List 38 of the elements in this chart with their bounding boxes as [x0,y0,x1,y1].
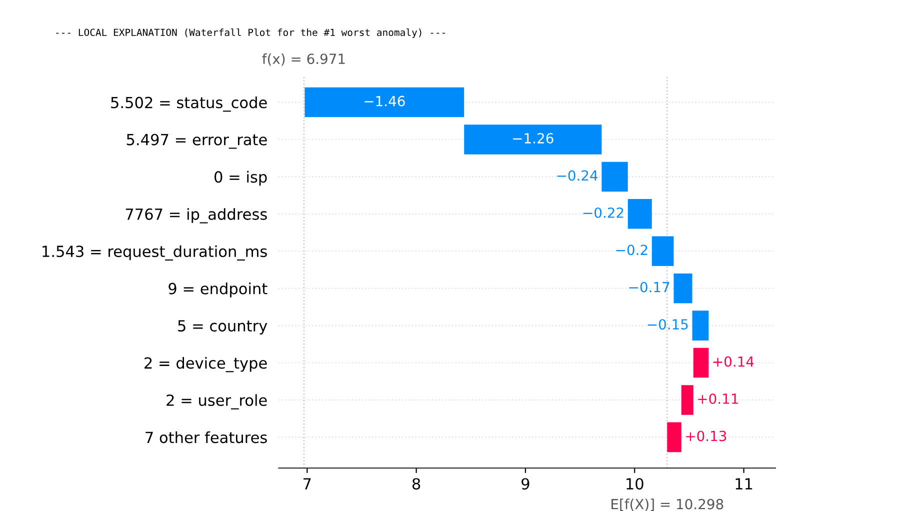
y-tick-label: 5.502 = status_code [111,96,267,112]
y-tick-label: 7 other features [146,431,267,444]
x-tick-label: 9 [522,478,530,490]
bar [667,422,682,452]
y-tick-label: 9 = endpoint [168,282,268,298]
data-label: −0.17 [629,282,670,292]
data-label: +0.13 [686,430,726,442]
chart-title: --- LOCAL EXPLANATION (Waterfall Plot for the #1 worst anomaly) --- [56,28,445,38]
y-tick-label: 2 = device_type [144,356,267,372]
data-label: −0.15 [648,319,688,330]
data-label: −0.2 [616,244,648,256]
x-tick-label: 8 [412,478,420,490]
bar [304,87,464,118]
data-label: −1.46 [364,96,405,106]
x-tick-label: 7 [304,478,311,490]
data-label: −0.22 [583,207,624,218]
ref-line-label: f(x) = 6.971 [262,53,345,66]
y-tick-label: 0 = isp [214,170,267,186]
y-tick-label: 7767 = ip_address [126,208,267,224]
bar [681,385,694,415]
y-tick-label: 5.497 = error_rate [126,134,267,149]
bar [674,273,692,304]
y-tick-label: 5 = country [178,320,268,335]
bar [602,162,628,192]
data-label: −1.26 [513,133,554,144]
bar [652,236,674,266]
bar [692,310,709,340]
bar [628,199,652,229]
bar [464,124,602,154]
data-label: +0.11 [698,394,738,404]
x-tick-label: 11 [736,478,752,490]
y-tick-label: 2 = user_role [166,394,267,410]
data-label: +0.14 [713,356,754,367]
bar [693,348,709,378]
data-label: −0.24 [557,170,598,181]
ref-line-label: E[f(X)] = 10.298 [612,498,724,511]
y-tick-label: 1.543 = request_duration_ms [42,245,267,261]
x-tick-label: 10 [626,478,644,490]
